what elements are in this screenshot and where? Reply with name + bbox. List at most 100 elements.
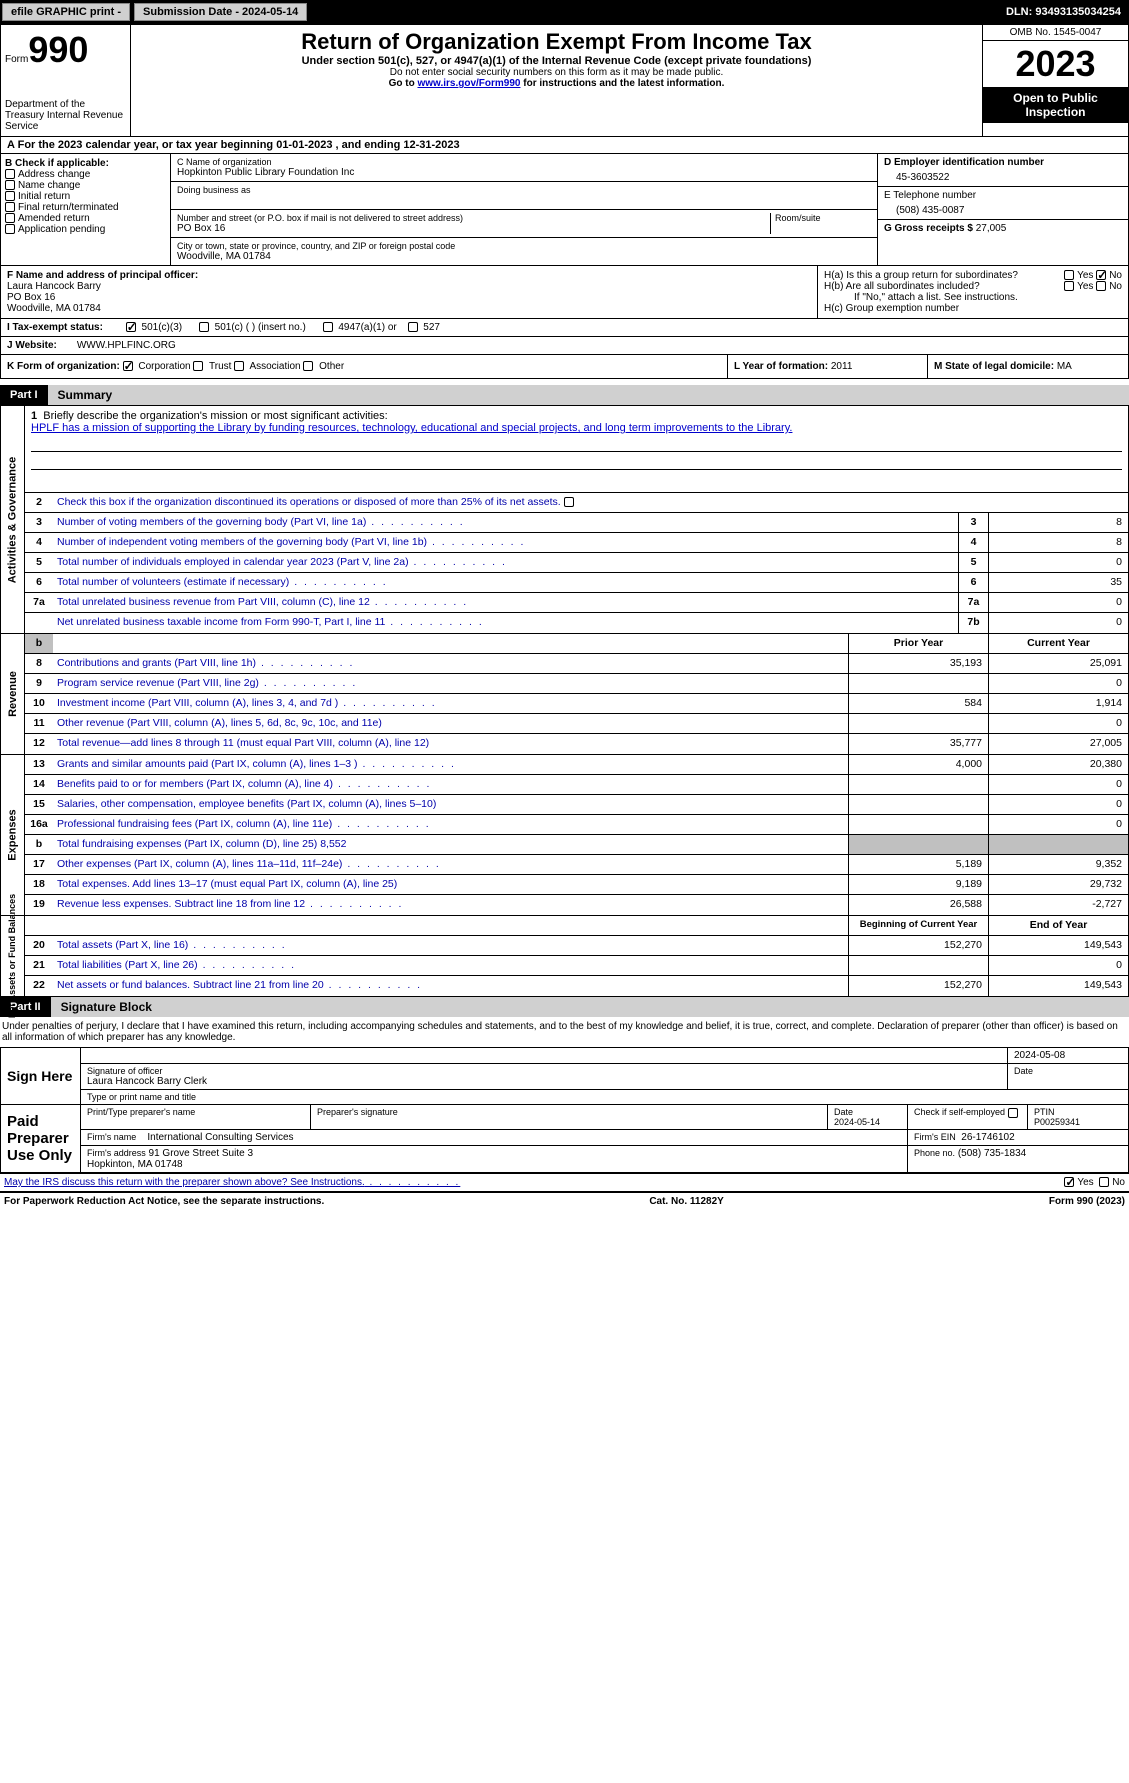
line10: 10Investment income (Part VIII, column (…: [25, 694, 1128, 714]
type-name-label: Type or print name and title: [81, 1090, 1128, 1104]
vlabel-exp: Expenses: [1, 755, 25, 915]
line14: 14Benefits paid to or for members (Part …: [25, 775, 1128, 795]
cb-assoc[interactable]: [234, 361, 244, 371]
tax-year: 2023: [983, 41, 1128, 87]
dln-label: DLN: 93493135034254: [998, 6, 1129, 18]
cb-other[interactable]: [303, 361, 313, 371]
addr-value: PO Box 16: [177, 223, 766, 234]
line2: 2Check this box if the organization disc…: [25, 493, 1128, 513]
cb-final-return[interactable]: Final return/terminated: [5, 202, 166, 213]
cb-527[interactable]: [408, 322, 418, 332]
addr-label: Number and street (or P.O. box if mail i…: [177, 213, 766, 223]
form-footer: Form 990 (2023): [1049, 1196, 1125, 1207]
cb-name-change[interactable]: Name change: [5, 180, 166, 191]
line4: 4Number of independent voting members of…: [25, 533, 1128, 553]
vlabel-rev: Revenue: [1, 634, 25, 754]
hc-label: H(c) Group exemption number: [824, 303, 1122, 314]
line16a: 16aProfessional fundraising fees (Part I…: [25, 815, 1128, 835]
cb-501c3[interactable]: [126, 322, 136, 332]
line20: 20Total assets (Part X, line 16)152,2701…: [25, 936, 1128, 956]
cb-line2[interactable]: [564, 497, 574, 507]
line9: 9Program service revenue (Part VIII, lin…: [25, 674, 1128, 694]
room-label: Room/suite: [775, 213, 871, 223]
form-note-link: Go to www.irs.gov/Form990 for instructio…: [139, 78, 974, 89]
discuss-no[interactable]: [1099, 1177, 1109, 1187]
officer-sig-name: Laura Hancock Barry Clerk: [87, 1076, 1001, 1087]
row-j: J Website: WWW.HPLFINC.ORG: [0, 337, 1129, 355]
cb-amended-return[interactable]: Amended return: [5, 213, 166, 224]
officer-addr1: PO Box 16: [7, 292, 811, 303]
inspection-label: Open to Public Inspection: [983, 87, 1128, 123]
hb-yes[interactable]: [1064, 281, 1074, 291]
part2-title: Signature Block: [51, 997, 1129, 1017]
prep-name-label: Print/Type preparer's name: [81, 1105, 311, 1129]
discuss-yes[interactable]: [1064, 1177, 1074, 1187]
city-value: Woodville, MA 01784: [177, 251, 871, 262]
website-label: J Website:: [7, 340, 57, 351]
form-org-label: K Form of organization:: [7, 361, 120, 372]
org-name-label: C Name of organization: [177, 157, 871, 167]
cb-4947[interactable]: [323, 322, 333, 332]
prep-sig-label: Preparer's signature: [311, 1105, 828, 1129]
ha-yes[interactable]: [1064, 270, 1074, 280]
line6: 6Total number of volunteers (estimate if…: [25, 573, 1128, 593]
phone-value: (508) 435-0087: [884, 201, 1122, 216]
ha-no[interactable]: [1096, 270, 1106, 280]
cb-application-pending[interactable]: Application pending: [5, 224, 166, 235]
gross-value: 27,005: [976, 223, 1007, 234]
discuss-text: May the IRS discuss this return with the…: [4, 1177, 460, 1188]
hb-note: If "No," attach a list. See instructions…: [824, 292, 1122, 303]
row-i: I Tax-exempt status: 501(c)(3) 501(c) ( …: [0, 319, 1129, 337]
efile-print-button[interactable]: efile GRAPHIC print -: [2, 3, 130, 21]
cb-corp[interactable]: [123, 361, 133, 371]
firm-ein: 26-1746102: [961, 1132, 1014, 1143]
line5: 5Total number of individuals employed in…: [25, 553, 1128, 573]
mission-text: HPLF has a mission of supporting the Lib…: [31, 422, 792, 434]
part1-header: Part I Summary: [0, 385, 1129, 405]
summary-rev: Revenue bPrior YearCurrent Year 8Contrib…: [0, 634, 1129, 755]
row-klm: K Form of organization: Corporation Trus…: [0, 355, 1129, 379]
irs-link[interactable]: www.irs.gov/Form990: [417, 78, 520, 89]
line16b: bTotal fundraising expenses (Part IX, co…: [25, 835, 1128, 855]
paid-preparer-label: Paid Preparer Use Only: [1, 1105, 81, 1172]
top-bar: efile GRAPHIC print - Submission Date - …: [0, 0, 1129, 24]
cat-no: Cat. No. 11282Y: [649, 1196, 723, 1207]
rev-header: bPrior YearCurrent Year: [25, 634, 1128, 654]
header-right: OMB No. 1545-0047 2023 Open to Public In…: [983, 25, 1128, 136]
self-emp-check[interactable]: Check if self-employed: [908, 1105, 1028, 1129]
vlabel-ag: Activities & Governance: [1, 406, 25, 633]
ha-label: H(a) Is this a group return for subordin…: [824, 270, 1018, 281]
officer-label: F Name and address of principal officer:: [7, 270, 811, 281]
tax-status-label: I Tax-exempt status:: [7, 322, 103, 333]
cb-address-change[interactable]: Address change: [5, 169, 166, 180]
hb-no[interactable]: [1096, 281, 1106, 291]
website-value: WWW.HPLFINC.ORG: [77, 340, 176, 351]
line7a: 7aTotal unrelated business revenue from …: [25, 593, 1128, 613]
cb-trust[interactable]: [193, 361, 203, 371]
note2-pre: Go to: [389, 78, 418, 89]
paperwork-notice: For Paperwork Reduction Act Notice, see …: [4, 1196, 324, 1207]
sig-intro: Under penalties of perjury, I declare th…: [0, 1017, 1129, 1047]
discuss-row: May the IRS discuss this return with the…: [0, 1173, 1129, 1191]
hb-label: H(b) Are all subordinates included?: [824, 281, 980, 292]
sign-here-label: Sign Here: [1, 1048, 81, 1104]
org-name: Hopkinton Public Library Foundation Inc: [177, 167, 871, 178]
cb-initial-return[interactable]: Initial return: [5, 191, 166, 202]
part2-header: Part II Signature Block: [0, 997, 1129, 1017]
header-left: Form990 Department of the Treasury Inter…: [1, 25, 131, 136]
header-center: Return of Organization Exempt From Incom…: [131, 25, 983, 136]
cb-501c[interactable]: [199, 322, 209, 332]
box-k: K Form of organization: Corporation Trus…: [1, 355, 728, 378]
line18: 18Total expenses. Add lines 13–17 (must …: [25, 875, 1128, 895]
date-label: Date: [1008, 1064, 1128, 1089]
submission-date-button[interactable]: Submission Date - 2024-05-14: [134, 3, 307, 21]
period-text: For the 2023 calendar year, or tax year …: [18, 139, 460, 151]
line12: 12Total revenue—add lines 8 through 11 (…: [25, 734, 1128, 754]
summary-net: Net Assets or Fund Balances Beginning of…: [0, 916, 1129, 997]
city-label: City or town, state or province, country…: [177, 241, 871, 251]
form-number: 990: [28, 29, 88, 70]
ein-label: D Employer identification number: [884, 157, 1122, 168]
firm-phone: (508) 735-1834: [958, 1148, 1026, 1159]
line19: 19Revenue less expenses. Subtract line 1…: [25, 895, 1128, 915]
section-bcd: B Check if applicable: Address change Na…: [0, 154, 1129, 266]
